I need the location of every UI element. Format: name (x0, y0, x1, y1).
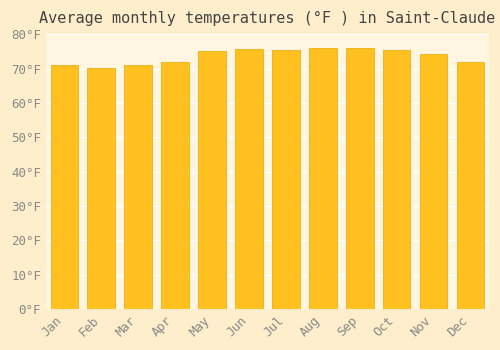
Bar (198, 51, 226, 309)
Bar (88, 68, 115, 309)
Bar (346, 48, 374, 309)
Bar (124, 65, 152, 309)
Bar (383, 50, 410, 309)
Bar (235, 49, 263, 309)
Bar (309, 48, 336, 309)
Bar (456, 62, 484, 309)
Bar (162, 62, 189, 309)
Title: Average monthly temperatures (°F ) in Saint-Claude: Average monthly temperatures (°F ) in Sa… (40, 11, 496, 26)
Bar (420, 54, 448, 309)
Bar (272, 50, 299, 309)
Bar (50, 65, 78, 309)
